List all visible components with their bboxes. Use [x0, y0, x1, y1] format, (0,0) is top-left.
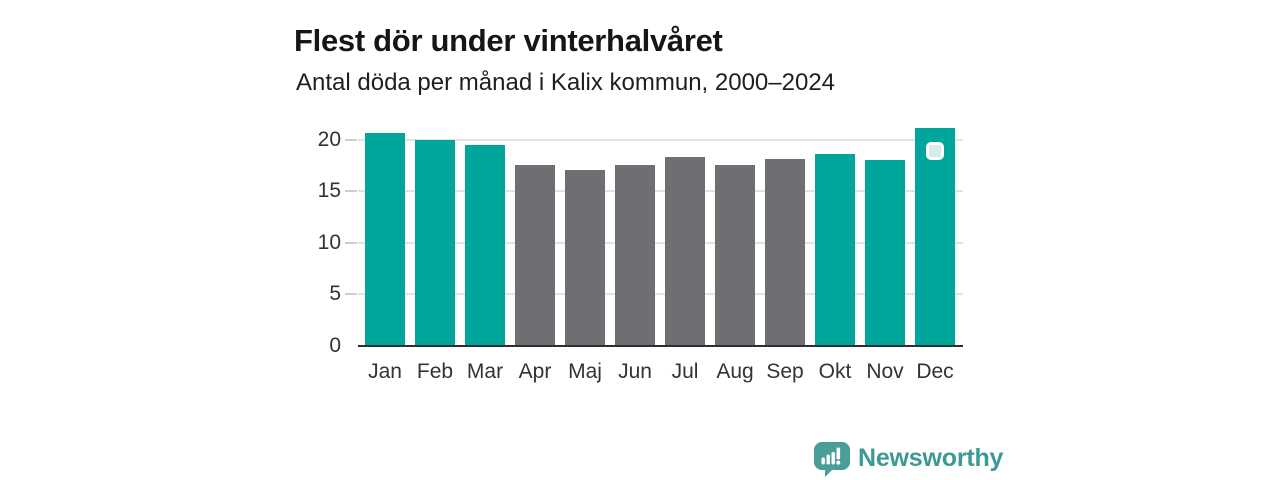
- gridline-y10: [358, 241, 963, 244]
- y-axis-label-20: 20: [317, 127, 341, 151]
- bar-feb[interactable]: [415, 139, 455, 346]
- gridline-y20: [358, 138, 963, 141]
- bar-dec[interactable]: [915, 128, 955, 346]
- latest-value-marker: [926, 142, 944, 161]
- x-axis-label-dec: Dec: [916, 360, 954, 383]
- x-axis-line: [358, 345, 963, 347]
- x-axis-label-feb: Feb: [416, 360, 454, 383]
- bar-jan[interactable]: [365, 133, 405, 346]
- y-axis-label-10: 10: [317, 230, 341, 254]
- chart-title: Flest dör under vinterhalvåret: [294, 22, 723, 58]
- y-axis-label-5: 5: [329, 282, 341, 306]
- y-axis-tick-20: [345, 138, 357, 141]
- bar-maj[interactable]: [565, 169, 605, 346]
- chart-subtitle: Antal döda per månad i Kalix kommun, 200…: [296, 69, 836, 96]
- bar-okt[interactable]: [815, 154, 855, 346]
- y-axis-tick-10: [345, 241, 357, 244]
- bar-jul[interactable]: [665, 157, 705, 346]
- bar-sep[interactable]: [765, 159, 805, 346]
- x-axis-label-jul: Jul: [671, 360, 699, 383]
- gridline-y15: [358, 190, 963, 193]
- x-axis-label-maj: Maj: [568, 360, 602, 383]
- bar-apr[interactable]: [515, 165, 555, 346]
- x-axis-label-mar: Mar: [466, 360, 504, 383]
- gridline-y5: [358, 293, 963, 296]
- y-axis-label-15: 15: [317, 179, 341, 203]
- y-axis-tick-5: [345, 293, 357, 296]
- newsworthy-wordmark: Newsworthy: [858, 444, 1004, 472]
- bar-aug[interactable]: [715, 165, 755, 346]
- x-axis-label-aug: Aug: [716, 360, 754, 383]
- x-axis-label-sep: Sep: [766, 360, 804, 383]
- y-axis-tick-15: [345, 190, 357, 193]
- x-axis-label-apr: Apr: [518, 360, 552, 383]
- x-axis-label-jun: Jun: [618, 360, 652, 383]
- bar-jun[interactable]: [615, 165, 655, 346]
- plot-area: 0 5 10 15 20 Jan Feb Mar Apr Maj Jun Jul Aug Sep Okt No…: [318, 120, 963, 383]
- x-axis-label-okt: Okt: [818, 360, 852, 383]
- newsworthy-logo[interactable]: Newsworthy: [813, 441, 1003, 480]
- newsworthy-icon: [813, 441, 851, 480]
- x-axis-label-nov: Nov: [866, 360, 904, 383]
- bar-nov[interactable]: [865, 160, 905, 346]
- y-axis-label-0: 0: [329, 334, 341, 357]
- bar-mar[interactable]: [465, 144, 505, 346]
- x-axis-label-jan: Jan: [368, 360, 402, 383]
